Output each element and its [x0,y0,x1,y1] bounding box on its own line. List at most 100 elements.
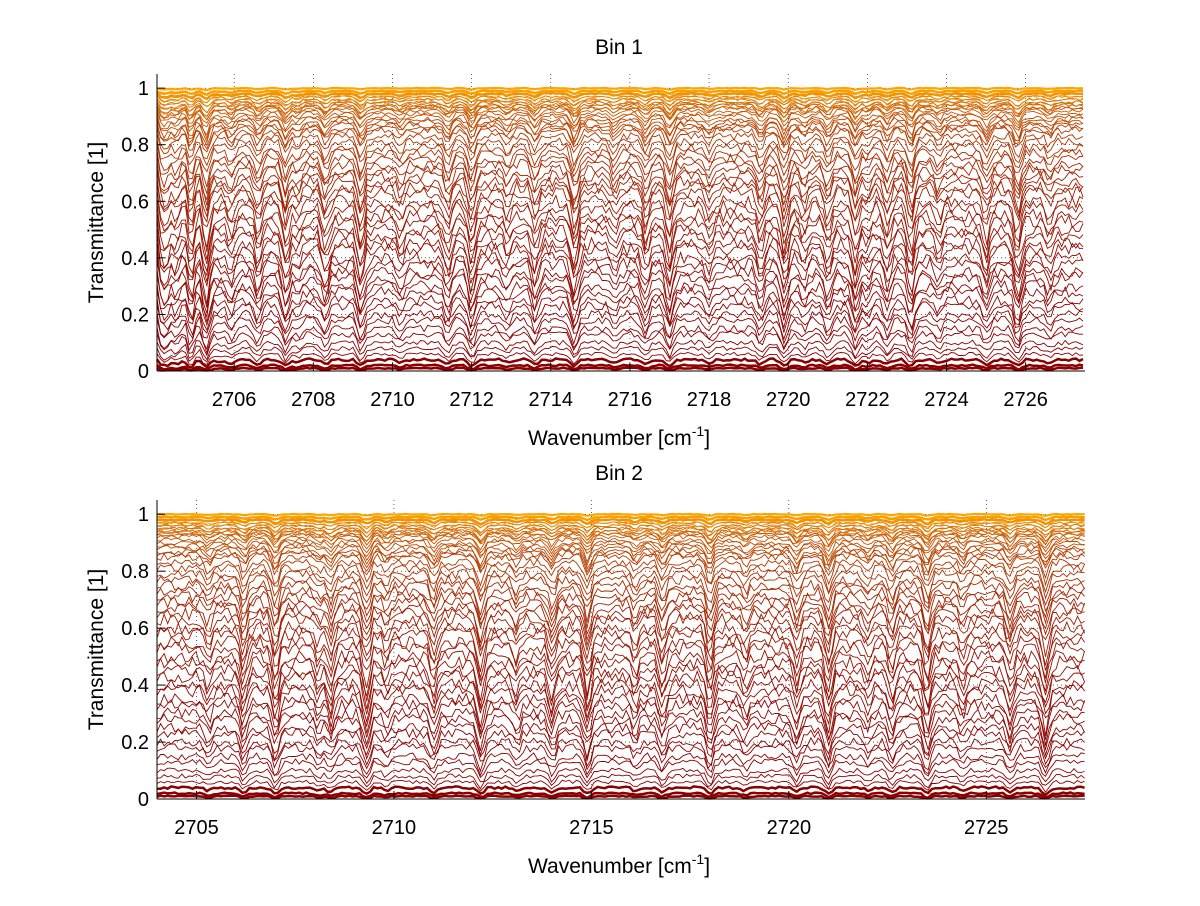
spectrum-series-9 [156,743,1085,773]
chart-title: Bin 1 [595,36,643,59]
spectrum-series-16 [156,692,1085,737]
y-tick-label: 0.4 [121,675,149,697]
spectrum-series-37 [156,558,1085,587]
spectrum-series-22 [156,222,1084,273]
spectrum-series-48 [156,103,1084,117]
spectrum-series-9 [156,315,1084,351]
spectrum-series-44 [156,537,1085,554]
spectrum-series-24 [156,634,1085,681]
spectrum-series-32 [156,158,1084,202]
spectrum-series-2 [156,363,1084,372]
spectrum-series-3 [156,785,1085,797]
spectrum-series-31 [156,590,1085,630]
spectrum-series-29 [156,174,1084,219]
spectrum-series-21 [156,655,1085,702]
x-tick-label: 2710 [372,817,417,839]
x-tick-label: 2726 [1003,389,1048,411]
spectrum-series-40 [156,547,1085,571]
spectrum-series-20 [156,236,1084,284]
spectrum-series-2 [156,791,1085,800]
spectrum-series-28 [156,180,1084,224]
spectrum-series-33 [156,152,1084,196]
spectrum-series-51 [156,100,1084,114]
spectrum-series-40 [156,121,1084,147]
spectrum-series-25 [156,626,1085,672]
spectrum-series-29 [156,601,1086,644]
spectrum-series-31 [156,164,1084,206]
spectrum-series-51 [156,526,1085,538]
x-tick-label: 2724 [924,389,969,411]
spectrum-series-35 [156,142,1084,176]
y-tick-label: 0.8 [121,561,149,583]
spectrum-series-43 [156,113,1084,137]
spectrum-series-57 [156,518,1085,526]
spectrum-series-45 [156,534,1085,551]
x-tick-label: 2706 [212,389,257,411]
chart-title: Bin 2 [595,462,643,485]
y-tick-label: 1 [138,78,149,100]
spectrum-series-38 [156,126,1084,153]
spectrum-series-33 [156,579,1085,616]
spectrum-series-55 [156,95,1084,104]
spectrum-series-41 [156,118,1084,144]
x-tick-label: 2708 [291,389,336,411]
spectrum-series-39 [156,550,1085,575]
x-tick-label: 2720 [767,817,812,839]
spectrum-series-38 [156,552,1085,580]
spectrum-series-6 [156,339,1084,361]
x-tick-label: 2712 [449,389,494,411]
spectrum-series-53 [156,523,1085,534]
spectrum-series-1 [156,366,1084,372]
spectrum-series-59 [156,89,1083,96]
spectrum-series-49 [156,529,1085,543]
spectrum-series-28 [156,606,1085,651]
spectrum-series-44 [156,110,1084,128]
y-tick-label: 0.6 [121,191,149,213]
spectrum-series-26 [156,194,1084,248]
spectrum-series-27 [156,612,1085,657]
spectrum-series-47 [156,531,1085,547]
spectrum-series-36 [156,563,1086,595]
spectrum-series-13 [156,285,1084,327]
y-tick-label: 0.4 [121,248,149,270]
spectrum-series-6 [156,767,1085,786]
spectrum-series-21 [156,228,1084,277]
x-tick-label: 2722 [845,389,890,411]
y-tick-label: 1 [138,504,149,526]
spectrum-series-43 [156,539,1085,558]
spectrum-series-4 [156,351,1084,365]
spectrum-series-18 [156,250,1084,305]
spectrum-series-34 [156,147,1084,188]
spectrum-series-17 [156,683,1085,728]
spectrum-series-45 [156,108,1084,125]
spectrum-series-53 [156,97,1084,108]
spectrum-series-7 [156,330,1083,357]
spectrum-series-39 [156,123,1084,150]
spectrum-series-20 [156,663,1085,710]
spectrum-series-5 [156,773,1085,790]
x-tick-label: 2710 [370,389,415,411]
x-tick-label: 2715 [569,817,614,839]
spectrum-series-26 [156,620,1086,666]
spectrum-series-3 [155,357,1084,369]
spectrum-series-10 [156,736,1085,768]
x-tick-label: 2718 [687,389,732,411]
spectrum-series-23 [156,213,1084,265]
spectrum-series-37 [156,131,1084,160]
spectrum-series-4 [156,779,1085,793]
spectrum-series-19 [156,241,1084,288]
y-axis-label: Transmittance [1] [85,142,108,303]
y-tick-label: 0 [138,361,149,383]
x-tick-label: 2705 [174,817,219,839]
spectrum-series-14 [156,707,1085,746]
x-axis-label: Wavenumber [cm-1] [528,851,710,878]
spectrum-series-1 [156,794,1085,800]
spectrum-series-15 [156,698,1086,741]
spectrum-series-49 [156,102,1084,118]
chart-panel-2: 2705 2710 2715 2720 2725 0 0.2 0.4 0.6 0.8 1 Bin 2 W… [85,462,1086,878]
y-tick-label: 0.2 [121,732,149,754]
spectrum-series-59 [157,515,1085,522]
y-tick-label: 0.2 [121,304,149,326]
